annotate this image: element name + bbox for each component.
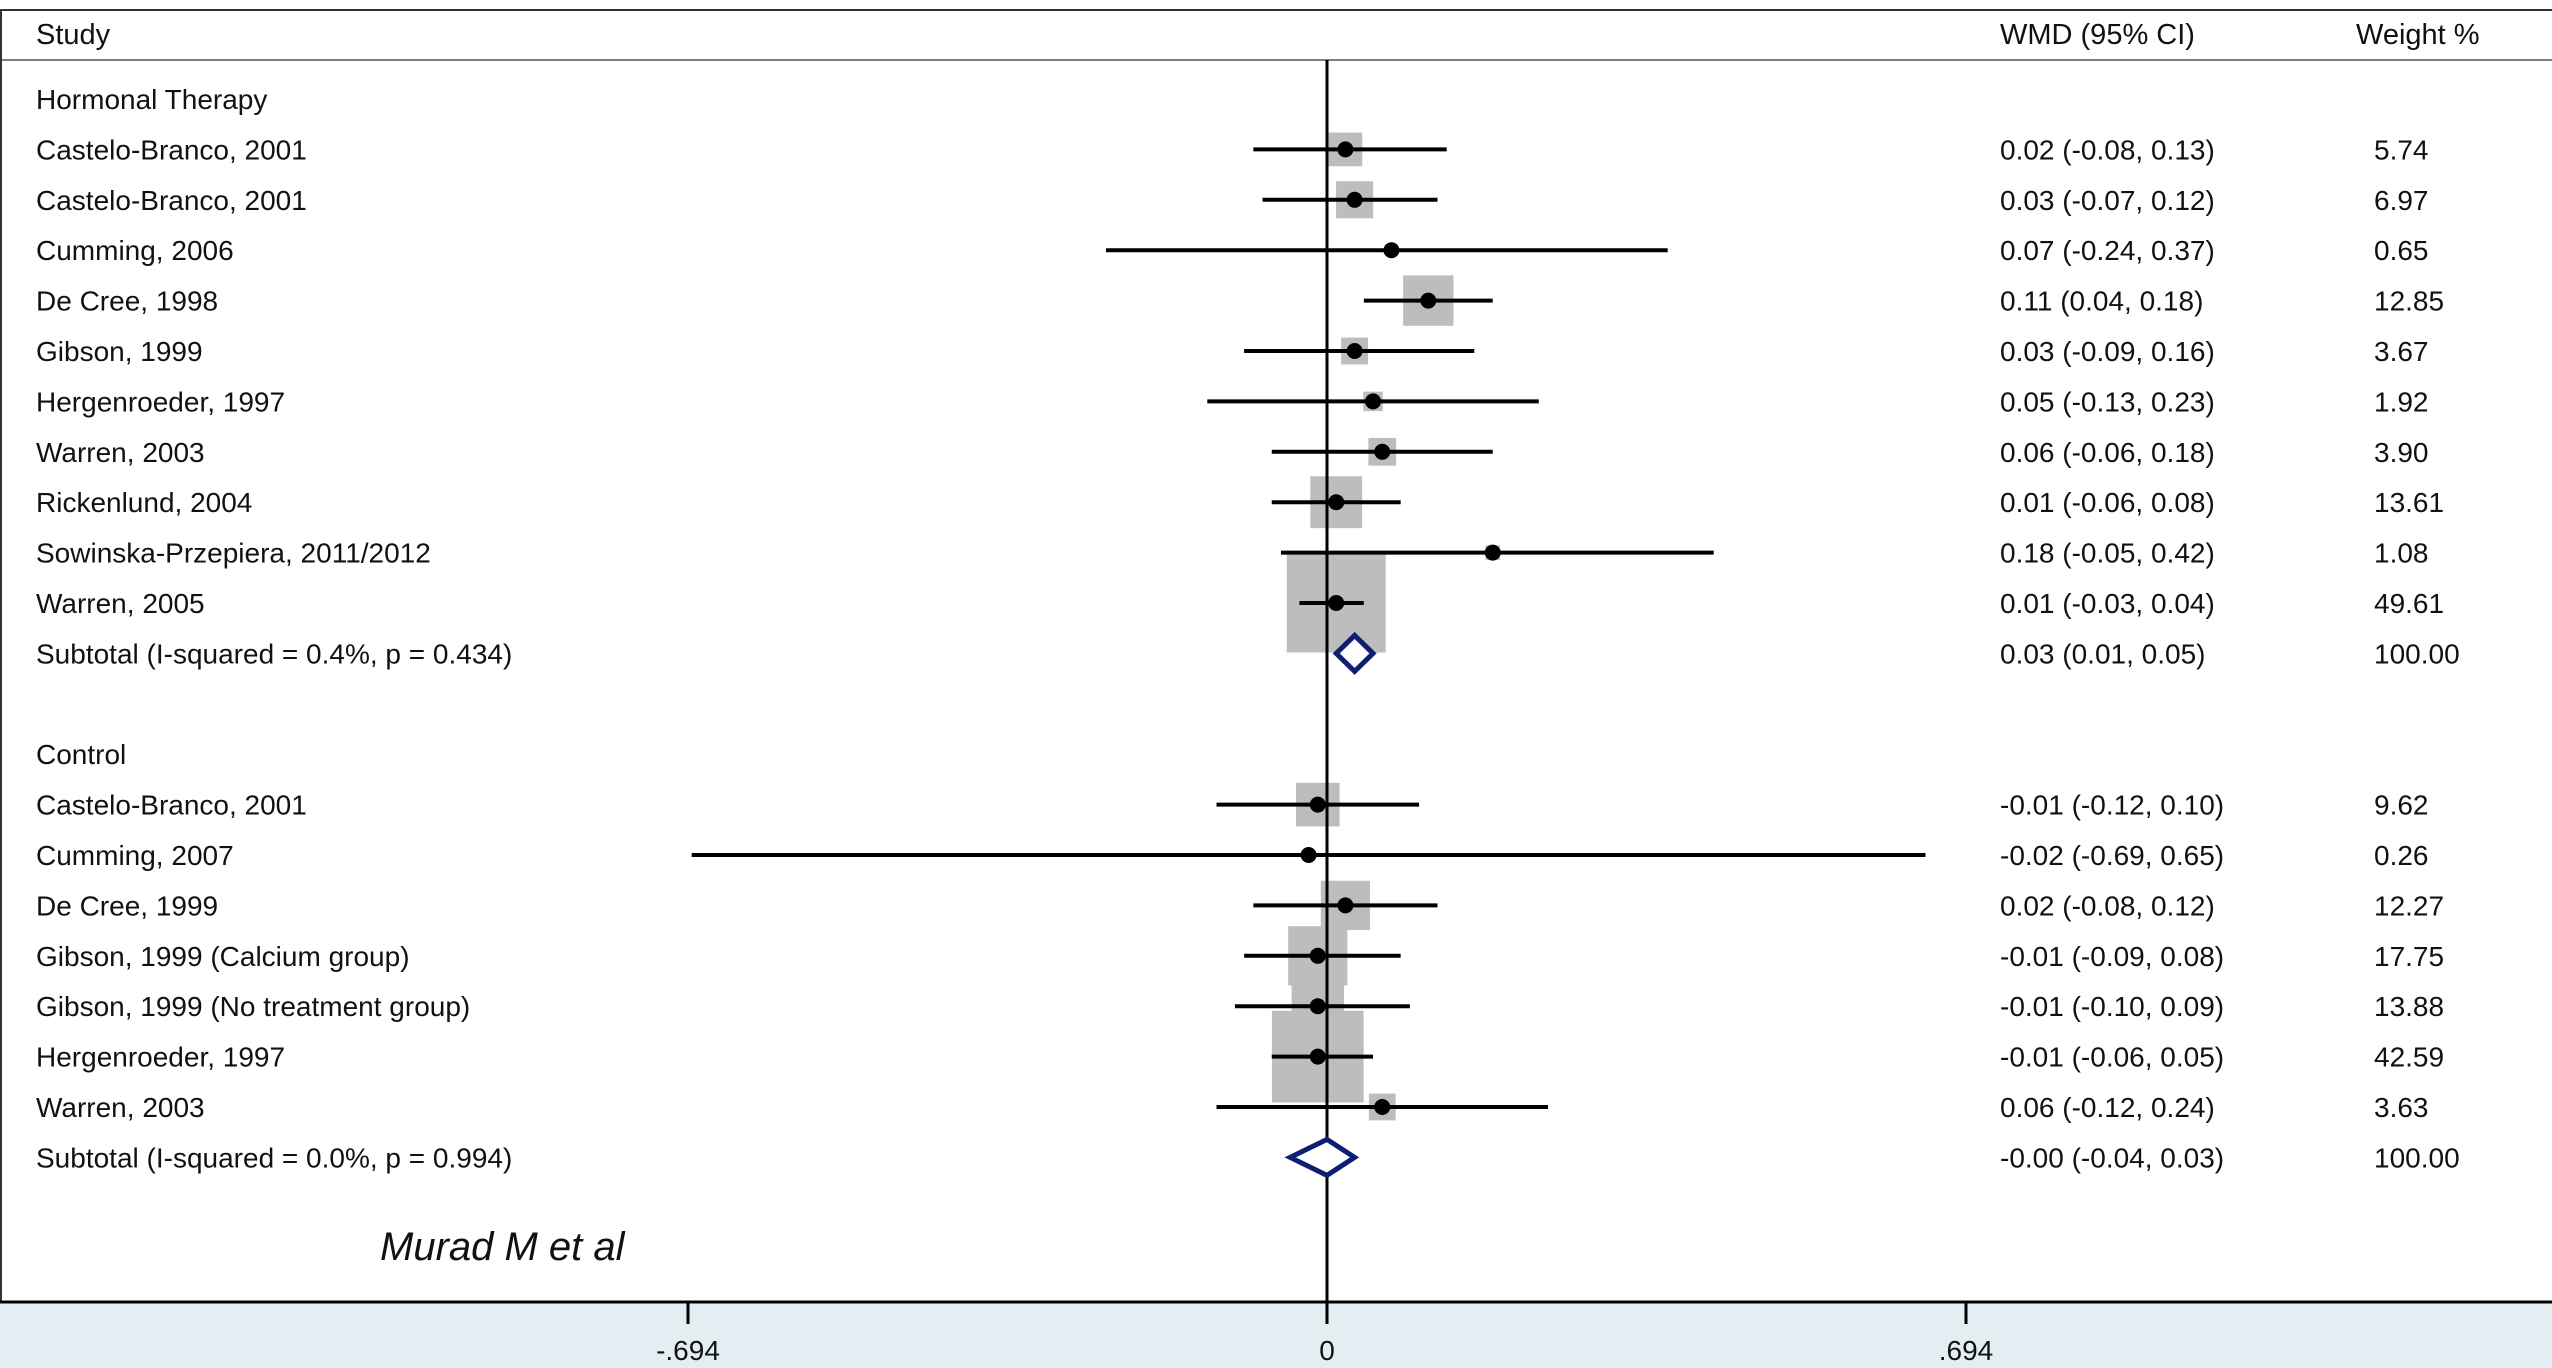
study-label: Hergenroeder, 1997 — [36, 386, 285, 417]
weight-label: 3.67 — [2374, 336, 2429, 367]
effect-label: -0.01 (-0.10, 0.09) — [2000, 991, 2224, 1022]
study-label: Gibson, 1999 (No treatment group) — [36, 991, 470, 1022]
header-effect: WMD (95% CI) — [2000, 19, 2195, 51]
effect-label: 0.01 (-0.06, 0.08) — [2000, 487, 2215, 518]
effect-label: -0.01 (-0.12, 0.10) — [2000, 790, 2224, 821]
study-labels: Hormonal Therapy Castelo-Branco, 2001 Cast… — [36, 84, 512, 1173]
weight-label: 13.88 — [2374, 991, 2444, 1022]
study-label: Cumming, 2006 — [36, 235, 234, 266]
x-axis-ticks: -.694 0 .694 — [656, 1302, 1993, 1366]
study-label: Castelo-Branco, 2001 — [36, 790, 307, 821]
header-study: Study — [36, 19, 111, 51]
point-estimates — [1300, 141, 1501, 1115]
effect-labels: 0.02 (-0.08, 0.13) 0.03 (-0.07, 0.12) 0.07… — [2000, 134, 2224, 1173]
subtotal-diamond — [1332, 631, 1377, 675]
effect-label: 0.11 (0.04, 0.18) — [2000, 286, 2203, 317]
weight-label: 6.97 — [2374, 185, 2429, 216]
study-label: Warren, 2003 — [36, 1092, 205, 1123]
weight-label: 42.59 — [2374, 1042, 2444, 1073]
study-label: Warren, 2003 — [36, 437, 205, 468]
x-tick-label: .694 — [1939, 1335, 1994, 1366]
weight-label: 1.08 — [2374, 538, 2429, 569]
point-estimate — [1328, 494, 1345, 511]
study-label: Rickenlund, 2004 — [36, 487, 252, 518]
point-estimate — [1365, 393, 1382, 410]
point-estimate — [1383, 242, 1400, 259]
effect-label: 0.06 (-0.06, 0.18) — [2000, 437, 2215, 468]
x-tick-label: -.694 — [656, 1335, 720, 1366]
axis-band — [0, 1302, 2552, 1368]
subtotal-label: Subtotal (I-squared = 0.4%, p = 0.434) — [36, 638, 512, 669]
weight-label: 12.85 — [2374, 286, 2444, 317]
weight-label: 3.90 — [2374, 437, 2429, 468]
weight-label: 100.00 — [2374, 638, 2460, 669]
point-estimate — [1309, 998, 1326, 1015]
effect-label: -0.01 (-0.06, 0.05) — [2000, 1042, 2224, 1073]
effect-label: 0.18 (-0.05, 0.42) — [2000, 538, 2215, 569]
weight-label: 12.27 — [2374, 890, 2444, 921]
point-estimate — [1328, 595, 1345, 611]
effect-label: -0.00 (-0.04, 0.03) — [2000, 1142, 2224, 1173]
study-label: Gibson, 1999 — [36, 336, 203, 367]
effect-label: 0.03 (0.01, 0.05) — [2000, 638, 2205, 669]
group-label: Hormonal Therapy — [36, 84, 267, 115]
point-estimate — [1337, 897, 1354, 914]
point-estimate — [1346, 191, 1363, 208]
effect-label: 0.02 (-0.08, 0.12) — [2000, 890, 2215, 921]
weight-label: 0.65 — [2374, 235, 2429, 266]
point-estimate — [1309, 1048, 1326, 1065]
point-estimate — [1420, 292, 1437, 309]
point-estimate — [1374, 1099, 1391, 1115]
effect-label: 0.07 (-0.24, 0.37) — [2000, 235, 2215, 266]
study-label: Hergenroeder, 1997 — [36, 1042, 285, 1073]
effect-label: 0.03 (-0.07, 0.12) — [2000, 185, 2215, 216]
study-label: Sowinska-Przepiera, 2011/2012 — [36, 538, 431, 569]
study-label: Gibson, 1999 (Calcium group) — [36, 941, 410, 972]
x-tick-label: 0 — [1319, 1335, 1335, 1366]
weight-label: 17.75 — [2374, 941, 2444, 972]
subtotal-diamonds — [1284, 631, 1377, 1179]
author-annotation: Murad M et al — [380, 1225, 626, 1269]
weight-label: 1.92 — [2374, 386, 2429, 417]
point-estimate — [1337, 141, 1354, 158]
weight-labels: 5.74 6.97 0.65 12.85 3.67 1.92 3.90 13.61 1.08 49… — [2374, 134, 2460, 1173]
study-label: Cumming, 2007 — [36, 840, 234, 871]
effect-label: 0.05 (-0.13, 0.23) — [2000, 386, 2215, 417]
effect-label: 0.01 (-0.03, 0.04) — [2000, 588, 2215, 619]
weight-label: 0.26 — [2374, 840, 2429, 871]
weight-label: 100.00 — [2374, 1142, 2460, 1173]
effect-label: -0.01 (-0.09, 0.08) — [2000, 941, 2224, 972]
point-estimate — [1374, 443, 1391, 460]
weight-label: 3.63 — [2374, 1092, 2429, 1123]
point-estimate — [1309, 796, 1326, 813]
weight-label: 9.62 — [2374, 790, 2429, 821]
study-label: De Cree, 1999 — [36, 890, 218, 921]
study-label: Castelo-Branco, 2001 — [36, 134, 307, 165]
group-label: Control — [36, 739, 126, 770]
effect-label: -0.02 (-0.69, 0.65) — [2000, 840, 2224, 871]
effect-label: 0.06 (-0.12, 0.24) — [2000, 1092, 2215, 1123]
point-estimate — [1484, 544, 1501, 561]
effect-label: 0.02 (-0.08, 0.13) — [2000, 134, 2215, 165]
weight-label: 5.74 — [2374, 134, 2429, 165]
header-weight: Weight % — [2356, 19, 2480, 51]
subtotal-diamond — [1284, 1136, 1360, 1179]
study-label: De Cree, 1998 — [36, 286, 218, 317]
study-label: Warren, 2005 — [36, 588, 205, 619]
effect-label: 0.03 (-0.09, 0.16) — [2000, 336, 2215, 367]
point-estimate — [1309, 947, 1326, 964]
subtotal-label: Subtotal (I-squared = 0.0%, p = 0.994) — [36, 1142, 512, 1173]
point-estimate — [1300, 847, 1317, 863]
weight-label: 49.61 — [2374, 588, 2444, 619]
point-estimate — [1346, 343, 1363, 359]
study-label: Castelo-Branco, 2001 — [36, 185, 307, 216]
weight-label: 13.61 — [2374, 487, 2444, 518]
